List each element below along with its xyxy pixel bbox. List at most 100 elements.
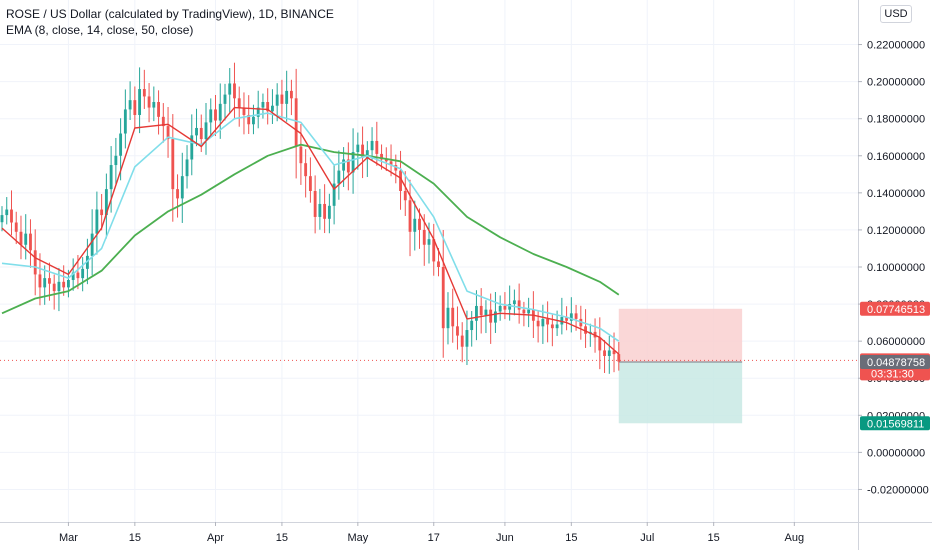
price-tag-bg	[860, 301, 930, 316]
candle-body	[380, 153, 383, 160]
candle-body	[446, 307, 450, 329]
time-tick-label: 15	[129, 532, 141, 544]
ema-14-line	[1, 112, 620, 342]
candle	[43, 265, 47, 305]
indicator-label[interactable]: EMA (8, close, 14, close, 50, close)	[6, 23, 194, 37]
candle-body	[138, 89, 142, 115]
price-tick-label: 0.14000000	[867, 188, 925, 200]
candle	[470, 311, 474, 347]
candle	[237, 86, 241, 127]
price-tag: 0.01569811	[860, 416, 930, 431]
candle	[603, 339, 606, 373]
candle-body	[0, 215, 4, 223]
symbol-title[interactable]: ROSE / US Dollar (calculated by TradingV…	[6, 7, 334, 21]
candle-body	[422, 229, 426, 245]
candle	[304, 149, 308, 198]
candle	[413, 200, 417, 251]
candle	[242, 92, 246, 135]
time-tick-label: Apr	[207, 532, 224, 544]
price-tag-value: 0.07746513	[867, 304, 925, 316]
candle	[418, 208, 421, 249]
time-axis[interactable]: Mar 15 Apr 15 May 17 Jun 15 Jul 15 Aug	[59, 522, 804, 544]
candle-body	[617, 354, 621, 362]
candle	[546, 301, 550, 343]
candle	[223, 83, 227, 121]
candle-body	[612, 350, 616, 355]
candle	[569, 297, 573, 333]
candle	[475, 290, 478, 341]
candle-body	[247, 114, 251, 125]
candle-body	[280, 94, 284, 104]
candle-body	[275, 94, 279, 106]
candle-body	[114, 155, 118, 166]
candle-body	[261, 102, 265, 108]
candle-body	[569, 313, 573, 321]
candle-body	[465, 330, 469, 347]
candle	[171, 114, 175, 222]
candle-body	[5, 209, 9, 216]
candle-body	[123, 109, 127, 134]
time-tick-label: 15	[565, 532, 577, 544]
candle	[361, 126, 365, 179]
candle	[446, 292, 450, 345]
candle	[195, 108, 198, 147]
candle	[318, 188, 322, 230]
time-tick-label: May	[347, 532, 368, 544]
candle-body	[598, 337, 602, 351]
candle-body	[38, 274, 42, 288]
candle	[451, 288, 455, 343]
candle-body	[152, 102, 156, 108]
candle-body	[527, 309, 531, 314]
position-zones[interactable]	[618, 308, 743, 424]
candle-body	[546, 318, 550, 325]
time-tick-label: Mar	[59, 532, 78, 544]
price-tag-value: 0.01569811	[867, 418, 924, 430]
candle-body	[223, 94, 227, 104]
candle-body	[104, 189, 108, 216]
candle-body	[242, 107, 246, 115]
candle-body	[147, 96, 151, 108]
candle	[81, 257, 85, 292]
candle-body	[337, 170, 341, 184]
candle	[285, 70, 289, 122]
candle-body	[318, 203, 322, 217]
candle	[541, 304, 545, 344]
candle-body	[493, 311, 497, 323]
candle-body	[161, 116, 165, 127]
candle-body	[85, 255, 89, 269]
price-tag-bg	[860, 416, 930, 431]
candle	[52, 274, 56, 310]
candle-body	[370, 140, 374, 151]
candle-body	[394, 165, 398, 171]
candle-body	[437, 261, 440, 267]
time-tick-label: Aug	[785, 532, 805, 544]
candle	[612, 332, 616, 373]
price-tick-label: 0.20000000	[867, 77, 925, 89]
candle	[128, 81, 132, 121]
stop-loss-zone[interactable]	[618, 308, 743, 362]
price-tag: 0.07746513	[860, 301, 930, 316]
candle	[289, 79, 293, 116]
candle	[204, 102, 208, 155]
candle-body	[361, 144, 365, 158]
candle-body	[256, 107, 260, 117]
candle	[10, 190, 13, 236]
candle	[185, 145, 189, 189]
candle	[479, 288, 483, 334]
take-profit-zone[interactable]	[618, 361, 743, 424]
candle	[380, 144, 383, 170]
ema-8-line	[1, 106, 620, 355]
candle	[142, 69, 146, 109]
candle	[588, 323, 592, 347]
currency-badge[interactable]: USD	[880, 5, 912, 23]
candle-body	[607, 350, 611, 356]
candle-body	[470, 320, 474, 331]
time-tick-label: 15	[708, 532, 720, 544]
candle	[313, 175, 317, 234]
time-tick-label: 17	[428, 532, 440, 544]
candle	[29, 219, 32, 268]
price-tags: 0.077465130.0496305503:31:300.048787580.…	[860, 301, 930, 431]
candle-body	[157, 102, 160, 117]
candle-body	[142, 89, 146, 97]
